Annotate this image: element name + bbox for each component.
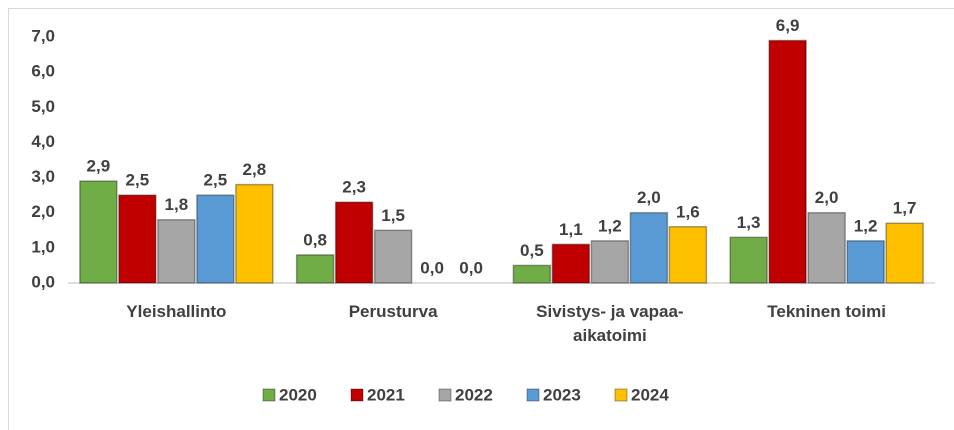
data-label: 1,2: [598, 216, 622, 235]
chart-border: [8, 8, 954, 430]
x-tick-label: Perusturva: [348, 302, 438, 321]
data-label: 1,1: [559, 220, 583, 239]
data-label: 1,7: [893, 199, 917, 218]
data-label: 0,8: [303, 230, 327, 249]
data-label: 2,3: [342, 178, 366, 197]
data-label: 0,0: [459, 258, 483, 277]
legend-label: 2021: [367, 385, 405, 404]
data-label: 1,5: [381, 206, 405, 225]
data-label: 1,8: [165, 195, 189, 214]
data-label: 2,0: [815, 188, 839, 207]
y-tick-label: 3,0: [31, 167, 55, 186]
data-label: 1,6: [676, 202, 700, 221]
bar: [373, 229, 413, 284]
data-label: 2,5: [126, 171, 150, 190]
bar: [334, 201, 374, 284]
legend-swatch: [438, 388, 452, 402]
y-tick-label: 1,0: [31, 237, 55, 256]
legend-swatch: [262, 388, 276, 402]
bar: [768, 39, 807, 284]
x-tick-label: Sivistys- ja vapaa-aikatoimi: [536, 302, 684, 345]
data-label: 0,5: [520, 241, 544, 260]
data-label: 2,5: [204, 171, 228, 190]
data-label: 2,0: [637, 188, 661, 207]
data-label: 1,2: [854, 216, 878, 235]
bar: [590, 240, 630, 284]
bar: [79, 180, 118, 284]
bar: [668, 226, 708, 284]
y-tick-label: 7,0: [31, 26, 55, 45]
legend-label: 2022: [455, 385, 493, 404]
legend-swatch: [614, 388, 628, 402]
y-tick-label: 5,0: [31, 97, 55, 116]
legend-label: 2023: [543, 385, 581, 404]
bar: [235, 183, 274, 284]
bar: [512, 264, 552, 284]
bar: [196, 194, 235, 284]
legend-swatch: [526, 388, 540, 402]
bar: [629, 211, 669, 284]
y-tick-label: 4,0: [31, 132, 55, 151]
bar: [807, 211, 846, 284]
bar: [885, 222, 924, 284]
x-tick-label: Yleishallinto: [126, 302, 227, 321]
y-tick-label: 6,0: [31, 62, 55, 81]
bar: [729, 236, 768, 284]
data-label: 1,3: [737, 213, 761, 232]
x-tick-label: Tekninen toimi: [767, 302, 886, 321]
y-tick-label: 2,0: [31, 202, 55, 221]
bar: [157, 218, 196, 284]
legend-label: 2024: [631, 385, 669, 404]
bar: [846, 240, 885, 284]
data-label: 6,9: [776, 16, 800, 35]
legend-label: 2020: [279, 385, 317, 404]
legend-swatch: [350, 388, 364, 402]
data-label: 2,9: [87, 157, 111, 176]
bar: [551, 243, 591, 284]
data-label: 2,8: [243, 160, 267, 179]
bar: [118, 194, 157, 284]
bar: [295, 254, 335, 284]
data-label: 0,0: [420, 258, 444, 277]
y-tick-label: 0,0: [31, 272, 55, 291]
